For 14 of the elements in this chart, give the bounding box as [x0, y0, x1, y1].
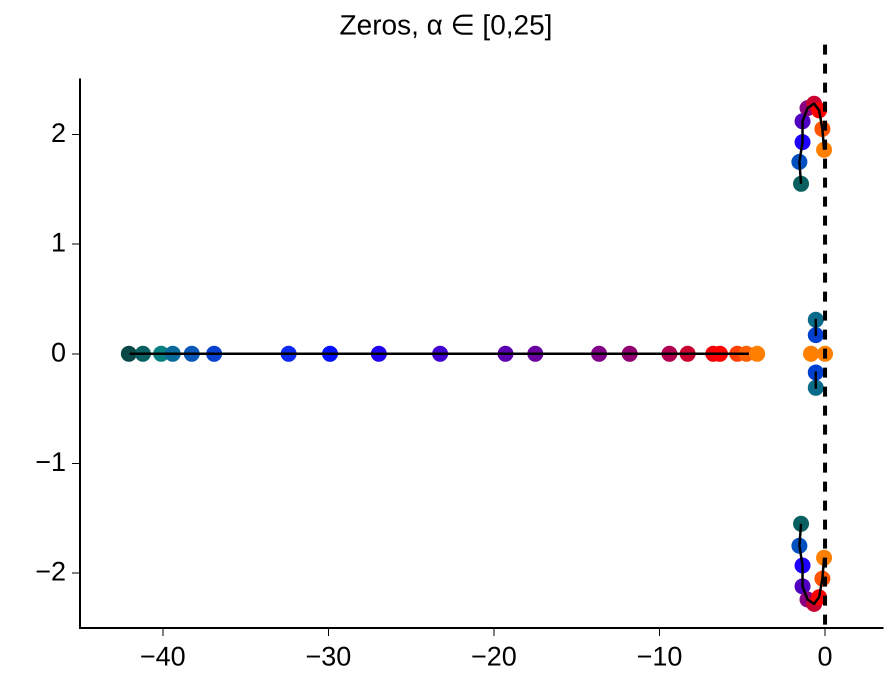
- point: [793, 176, 810, 192]
- y-tick-label: 2: [50, 118, 66, 148]
- y-tick-label: −1: [35, 446, 66, 477]
- x-tick-label: −20: [471, 642, 517, 672]
- x-tick-label: 0: [818, 642, 833, 672]
- y-tick-label: −2: [35, 556, 66, 587]
- y-tick-label: 0: [50, 337, 66, 368]
- y-tick-label: 1: [50, 228, 66, 258]
- x-tick-label: −40: [140, 642, 186, 672]
- point: [749, 346, 766, 362]
- point: [802, 346, 819, 362]
- x-tick-label: −10: [636, 642, 682, 672]
- chart-title: Zeros, α ∈ [0,25]: [340, 10, 552, 41]
- x-tick-label: −30: [305, 642, 352, 672]
